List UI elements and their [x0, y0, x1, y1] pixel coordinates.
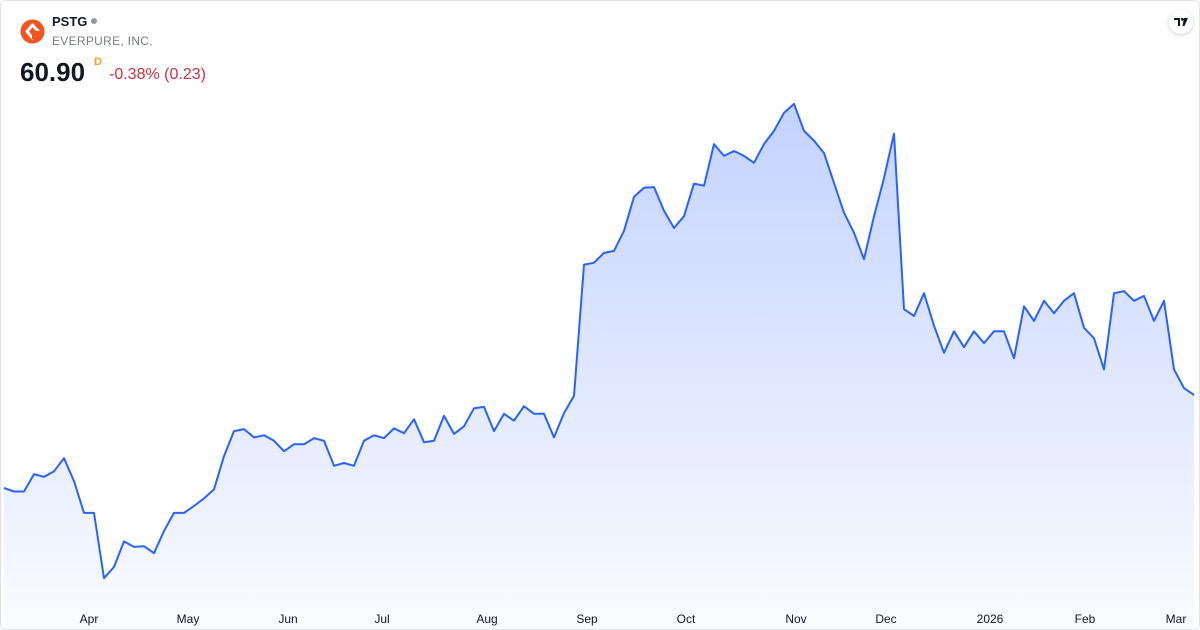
price-line — [3, 102, 1195, 580]
company-name: EVERPURE, INC. — [52, 34, 153, 48]
last-price: 60.90 — [20, 57, 86, 87]
symbol[interactable]: PSTG — [52, 14, 88, 29]
x-tick-label: Jun — [278, 612, 297, 626]
x-tick-label: Dec — [875, 612, 896, 626]
x-tick-label: 2026 — [977, 612, 1004, 626]
tradingview-logo[interactable] — [1169, 10, 1193, 34]
x-tick-label: Apr — [80, 612, 99, 626]
status-dot — [91, 18, 97, 24]
x-tick-label: Aug — [476, 612, 497, 626]
x-tick-label: Feb — [1075, 612, 1096, 626]
interval: D — [94, 56, 102, 68]
x-tick-label: Mar — [1166, 612, 1187, 626]
x-tick-label: Nov — [785, 612, 806, 626]
area-fill — [4, 103, 1194, 629]
x-tick-label: Oct — [677, 612, 696, 626]
x-tick-label: May — [177, 612, 200, 626]
tv-icon — [1174, 18, 1188, 26]
price-change: -0.38% (0.23) — [109, 66, 206, 83]
x-tick-label: Sep — [576, 612, 598, 626]
symbol-logo — [20, 19, 45, 44]
x-tick-label: Jul — [374, 612, 389, 626]
